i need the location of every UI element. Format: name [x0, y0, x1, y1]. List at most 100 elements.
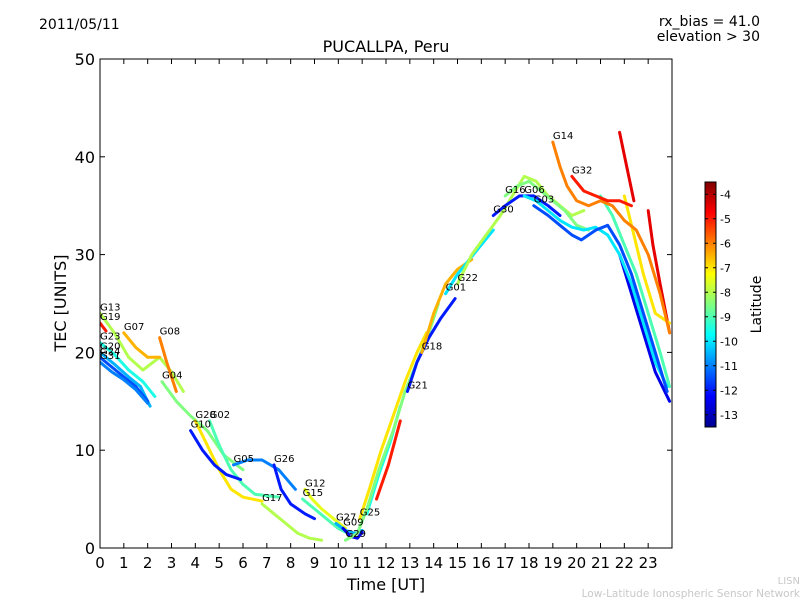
trace-g25: [358, 331, 428, 521]
axes-layer: 0 1 2 3 4 5 6 7 8 9 10 11 12 13 14 15 16 17 18 19 20 21 22 2301…: [75, 50, 672, 572]
x-tick-label: 8: [286, 554, 296, 572]
colorbar-tick-label: -13: [720, 409, 738, 422]
x-tick-label: 9: [310, 554, 320, 572]
trace-g05: [232, 458, 297, 491]
x-tick-label: 21: [591, 554, 610, 572]
trace-g15: [301, 497, 350, 535]
y-axis-label: TEC [UNITS]: [51, 255, 70, 353]
satellite-label: G15: [303, 488, 323, 499]
y-tick-label: 20: [75, 343, 95, 362]
trace-segment: [622, 194, 672, 325]
trace-g14: [551, 140, 672, 335]
trace-g09: [341, 526, 364, 540]
trace-segment: [618, 130, 636, 203]
x-tick-label: 23: [639, 554, 658, 572]
trace-g03: [532, 204, 669, 393]
x-tick-label: 6: [238, 554, 248, 572]
satellite-label: G19: [100, 312, 120, 323]
colorbar-gradient: [704, 181, 717, 428]
trace-segment: [618, 253, 672, 403]
y-tick-label: 0: [85, 539, 95, 558]
x-tick-label: 10: [329, 554, 348, 572]
satellite-label: G09: [343, 517, 363, 528]
y-tick-label: 10: [75, 441, 95, 460]
satellite-label: G18: [422, 341, 442, 352]
x-tick-label: 11: [353, 554, 372, 572]
trace-g07: [122, 331, 162, 359]
trace-g23: [100, 341, 157, 398]
x-axis-label: Time [UT]: [346, 575, 425, 594]
date-label: 2011/05/11: [39, 17, 120, 33]
trace-layer: [100, 130, 672, 542]
x-tick-label: 0: [95, 554, 105, 572]
satellite-label: G26: [274, 454, 294, 465]
colorbar-tick-label: -10: [720, 335, 738, 348]
x-tick-label: 3: [167, 554, 177, 572]
x-tick-label: 5: [214, 554, 224, 572]
trace-g06: [522, 194, 669, 389]
colorbar-tick-label: -11: [720, 360, 738, 373]
x-tick-label: 7: [262, 554, 272, 572]
y-tick-label: 50: [75, 50, 95, 69]
trace-g20: [100, 350, 152, 408]
elevation-label: elevation > 30: [656, 29, 760, 45]
satellite-label: G28: [195, 410, 215, 421]
satellite-label: G25: [360, 508, 380, 519]
trace-g16: [503, 179, 591, 232]
satellite-label: G27: [336, 513, 356, 524]
x-tick-label: 14: [424, 554, 443, 572]
satellite-label: G13: [100, 302, 120, 313]
colorbar-tick-label: -7: [720, 262, 731, 275]
colorbar-tick-label: -9: [720, 311, 731, 324]
x-tick-label: 19: [543, 554, 562, 572]
trace-g04: [160, 380, 245, 472]
colorbar: -4 -5 -6 -7 -8 -9 -10 -11 -12 -13 Latitude: [704, 181, 765, 428]
trace-segment: [375, 419, 402, 501]
trace-g26: [272, 463, 316, 521]
satellite-label: G08: [160, 327, 180, 338]
satellite-label: G21: [407, 381, 427, 392]
rx-bias-label: rx_bias = 41.0: [658, 14, 760, 30]
trace-g31: [100, 360, 150, 405]
satellite-label: G30: [493, 204, 513, 215]
satellite-label: G29: [345, 529, 365, 540]
trace-g32: [570, 174, 633, 208]
trace-g13: [100, 311, 185, 393]
x-tick-label: 22: [615, 554, 634, 572]
satellite-label: G14: [553, 131, 573, 142]
x-tick-label: 16: [472, 554, 491, 572]
x-tick-label: 17: [496, 554, 515, 572]
colorbar-label: Latitude: [749, 276, 765, 334]
x-tick-label: 20: [567, 554, 586, 572]
x-tick-label: 15: [448, 554, 467, 572]
satellite-label: G24: [100, 346, 120, 357]
colorbar-tick-label: -5: [720, 213, 731, 226]
satellite-label: G23: [100, 332, 120, 343]
trace-g08: [158, 336, 178, 393]
x-tick-label: 12: [376, 554, 395, 572]
satellite-label: G32: [572, 165, 592, 176]
footer-org-long: Low-Latitude Ionospheric Sensor Network: [581, 588, 800, 600]
x-tick-label: 13: [400, 554, 419, 572]
satellite-label: G03: [534, 195, 554, 206]
satellite-label: G05: [233, 454, 253, 465]
x-tick-label: 1: [119, 554, 129, 572]
satellite-label: G10: [191, 420, 211, 431]
chart-title: PUCALLPA, Peru: [322, 37, 450, 56]
satellite-label: G22: [458, 273, 478, 284]
x-tick-label: 2: [143, 554, 153, 572]
trace-g10: [189, 429, 243, 481]
satellite-label: G16: [505, 185, 525, 196]
footer-org-short: LISN: [777, 576, 800, 587]
satellite-label: G01: [446, 283, 466, 294]
trace-segment: [599, 194, 672, 389]
y-tick-label: 30: [75, 246, 95, 265]
satellite-label: G04: [162, 371, 182, 382]
colorbar-tick-label: -6: [720, 237, 731, 250]
colorbar-tick-label: -12: [720, 384, 738, 397]
satellite-label: G02: [210, 410, 230, 421]
trace-g21: [405, 297, 457, 393]
y-tick-label: 40: [75, 148, 95, 167]
